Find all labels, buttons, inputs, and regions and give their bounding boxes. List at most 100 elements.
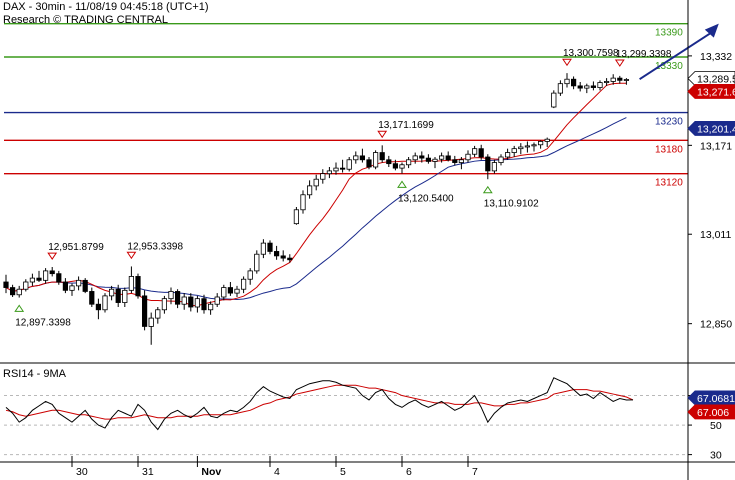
forecast-arrow-head [704, 23, 719, 38]
candle-body [221, 287, 227, 298]
candle-body [155, 309, 161, 319]
candle-body [445, 155, 451, 161]
candle-body [247, 270, 253, 280]
y-tick-label: 13,011 [700, 229, 731, 241]
rsi-panel [5, 377, 634, 431]
candle-body [313, 178, 319, 187]
candle-body [188, 296, 194, 308]
candle-body [56, 273, 62, 283]
x-tick-label: 5 [340, 466, 346, 478]
candle-body [36, 277, 42, 281]
candle-body [524, 145, 531, 148]
candle-body [405, 159, 412, 166]
candle-body [16, 288, 22, 296]
candle-body [194, 298, 200, 308]
candle-body [174, 291, 181, 305]
level-lines: 13390 13330 13230 13180 13120 [4, 22, 688, 189]
candle-body [386, 159, 392, 165]
candle-body [604, 81, 610, 83]
price-tag-last: 13,289.5 [687, 71, 735, 86]
price-tag-box [687, 71, 735, 86]
candle-body [293, 209, 300, 225]
candle-body [425, 157, 432, 162]
candle-body [333, 167, 339, 172]
candle-body [306, 185, 313, 196]
high-label: 13,299.3398 [616, 49, 672, 60]
price-tag-label: 67.0681 [697, 393, 735, 405]
candle-body [9, 287, 16, 296]
annotations: 12,951.8799 12,953.3398 12,897.3398 13,171.… [14, 48, 672, 328]
price-tag-rsi: 67.0681 [687, 390, 735, 406]
rsi-ma-line [5, 384, 634, 420]
candle-body [95, 303, 101, 311]
candle-body [234, 288, 240, 294]
candle-body [122, 289, 128, 303]
high-marker [614, 59, 625, 67]
price-tag-label: 13,289.5 [697, 74, 735, 86]
candle-body [551, 92, 557, 108]
candle-body [214, 296, 220, 305]
price-tag-label: 13,201.4 [697, 123, 735, 135]
high-label: 12,953.3398 [127, 241, 183, 252]
candle-body [438, 155, 445, 160]
candle-body [339, 167, 346, 170]
level-label-13120: 13120 [655, 178, 683, 189]
candle-body [458, 159, 465, 163]
high-label: 12,951.8799 [48, 242, 104, 253]
price-tag-box [687, 404, 735, 420]
candle-body [392, 163, 399, 169]
y-tick-label: 13,171 [700, 140, 732, 152]
price-tag-box [687, 84, 735, 99]
candle-body [102, 295, 108, 311]
candle-body [452, 159, 458, 163]
candle-body [128, 276, 134, 291]
candle-body [610, 77, 616, 82]
y-tick-label: 12,850 [700, 319, 732, 331]
low-label: 13,120.5400 [398, 193, 454, 204]
high-label: 13,171.1699 [378, 120, 434, 131]
candle-body [320, 173, 326, 180]
candle-body [584, 85, 590, 89]
candle-body [161, 298, 167, 311]
candle-body [69, 285, 75, 291]
candle-body [623, 79, 630, 81]
candle-body [577, 85, 583, 89]
y-tick-label: 13,332 [700, 51, 732, 63]
x-tick-label: 4 [274, 466, 280, 478]
chart-header-title: DAX - 30min - 11/08/19 04:45:18 (UTC+1) [3, 1, 209, 13]
candles [3, 73, 630, 345]
high-label: 13,300.7598 [563, 48, 619, 59]
forecast-arrow-group [639, 23, 719, 81]
high-marker [377, 130, 388, 139]
candle-body [135, 276, 141, 297]
candle-body [544, 138, 550, 142]
x-tick-label: 6 [406, 466, 412, 478]
candle-body [557, 83, 564, 94]
candle-body [564, 78, 570, 85]
candle-body [478, 148, 484, 158]
candle-body [412, 155, 418, 161]
level-label-13180: 13180 [655, 144, 683, 155]
candle-body [346, 159, 352, 170]
high-marker [126, 251, 137, 260]
candle-body [62, 281, 69, 291]
rsi-line [5, 377, 634, 431]
candle-body [3, 281, 9, 288]
x-tick-label: Nov [201, 466, 221, 478]
high-marker [562, 58, 572, 67]
candle-body [29, 277, 36, 283]
price-tag-label: 13,271.6 [697, 86, 735, 98]
candle-body [201, 298, 207, 311]
ma-slow-line [5, 117, 627, 301]
candle-body [399, 164, 405, 169]
candle-body [207, 303, 214, 311]
low-marker [397, 180, 407, 188]
candle-body [531, 144, 537, 147]
candle-body [267, 242, 273, 252]
ma-fast-line [5, 82, 627, 307]
candle-body [49, 270, 55, 275]
candle-body [148, 317, 154, 327]
candle-body [491, 162, 498, 172]
